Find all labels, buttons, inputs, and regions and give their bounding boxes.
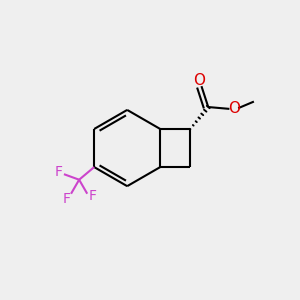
Text: F: F: [55, 165, 63, 179]
Text: O: O: [194, 73, 206, 88]
Text: O: O: [229, 101, 241, 116]
Text: F: F: [88, 190, 96, 203]
Text: F: F: [63, 192, 71, 206]
